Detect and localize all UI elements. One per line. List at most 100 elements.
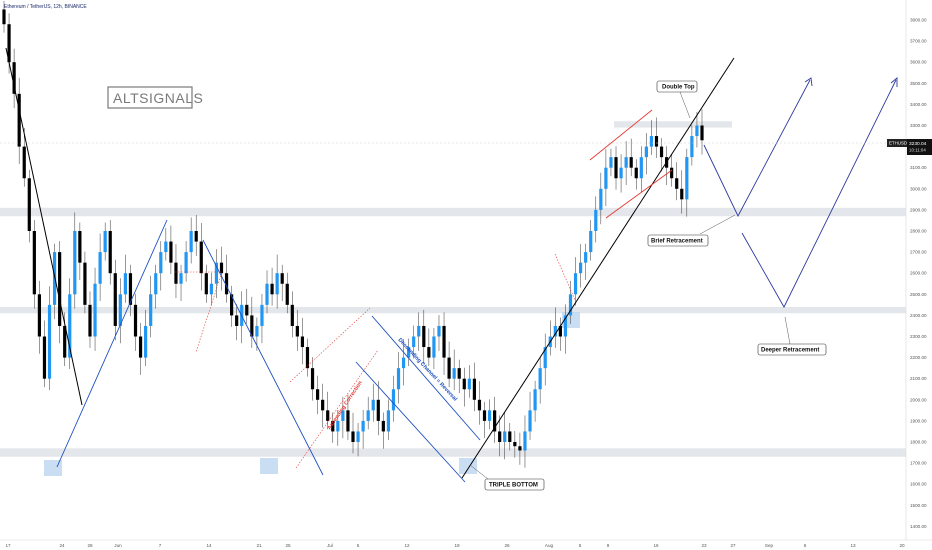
candle [523,415,527,468]
price-tick-label: 3800.00 [910,18,927,23]
candle [407,338,411,367]
candle [579,244,583,288]
candle [154,264,158,309]
candle-body [558,325,562,337]
candle [609,148,613,177]
candle [78,222,82,280]
price-tick-label: 3700.00 [910,39,927,44]
price-tick-label: 3400.00 [910,102,927,107]
candle-body [644,146,648,158]
candle [594,196,598,243]
candle-body [310,368,315,390]
candle-body [452,368,456,379]
candle-body [391,389,396,411]
candle [17,77,21,164]
candle-body [32,231,36,295]
candle [199,222,203,291]
candle-body [528,410,532,432]
rising-wedge-upper [589,109,653,161]
candle [174,244,178,299]
double-top-pointer [679,91,691,119]
candle-body [685,157,689,200]
candle-body [98,252,102,284]
candle-body [255,325,259,337]
zone-3 [614,121,732,128]
candle [230,285,234,327]
price-tick-label: 3100.00 [910,165,927,170]
candle-body [609,157,613,168]
candle-body [457,368,461,379]
descending-channel-upper [371,315,481,441]
candle [326,391,330,430]
candle [700,109,704,155]
time-tick-label: 24 [59,543,65,548]
candle [300,317,305,365]
price-tick-label: 1600.00 [910,482,927,487]
candle [245,288,249,324]
candle-body [63,325,67,358]
candle-body [93,283,97,337]
time-tick-label: 16 [653,543,659,548]
candle [568,280,573,324]
brief-retracement-callout: Brief Retracement [647,214,736,247]
candle-body [42,336,47,379]
candle [675,162,679,201]
double-top-callout: Double Top [656,80,698,119]
price-tick-label: 2400.00 [910,313,927,318]
candle-body [68,294,72,358]
red-dotted-triangle-june [175,271,223,353]
candle [280,264,284,302]
time-tick-label: 26 [504,543,510,548]
downtrend-line-early [5,47,83,406]
candle-body [204,273,208,295]
candle [27,169,31,243]
candle-body [487,410,492,421]
candle [629,138,633,177]
candle [169,225,173,275]
candle [624,141,628,186]
candle [159,241,163,291]
candle [513,431,517,458]
candle-body [680,188,684,200]
price-tick-label: 1800.00 [910,440,927,445]
candle-body [73,231,77,295]
candle [204,264,208,303]
candle-body [128,273,133,305]
candle [533,380,537,422]
candle-body [503,431,507,442]
candle [58,241,62,344]
candle-body [169,241,173,263]
candle-body [58,252,62,326]
candle [12,48,16,109]
candle-body [472,378,476,400]
candle-body [280,273,284,284]
candle [73,212,77,309]
price-tag [907,139,932,155]
price-tick-label: 2800.00 [910,229,927,234]
candle-body [290,304,294,326]
candle [179,264,183,302]
logo-text: ALTSIGNALS [113,90,203,106]
time-tick-label: 7 [159,543,162,548]
candle [103,222,107,261]
candle [432,328,436,369]
candle-body [7,24,11,63]
candle [442,312,446,375]
candle [235,304,239,341]
candle [381,412,385,449]
projection-arrow-1 [804,77,813,87]
candle [654,117,659,158]
candle [376,381,380,436]
rising-wedge-lower [605,169,673,219]
candle [518,432,522,465]
candle [321,383,325,428]
projection-path-2 [741,79,897,308]
time-tick-label: 9 [607,543,610,548]
candle-body [361,420,365,432]
candle-body [305,347,310,369]
candle-body [88,304,92,337]
descending-line-june [202,239,324,476]
projection-path [703,77,898,308]
candle-body [331,420,335,432]
